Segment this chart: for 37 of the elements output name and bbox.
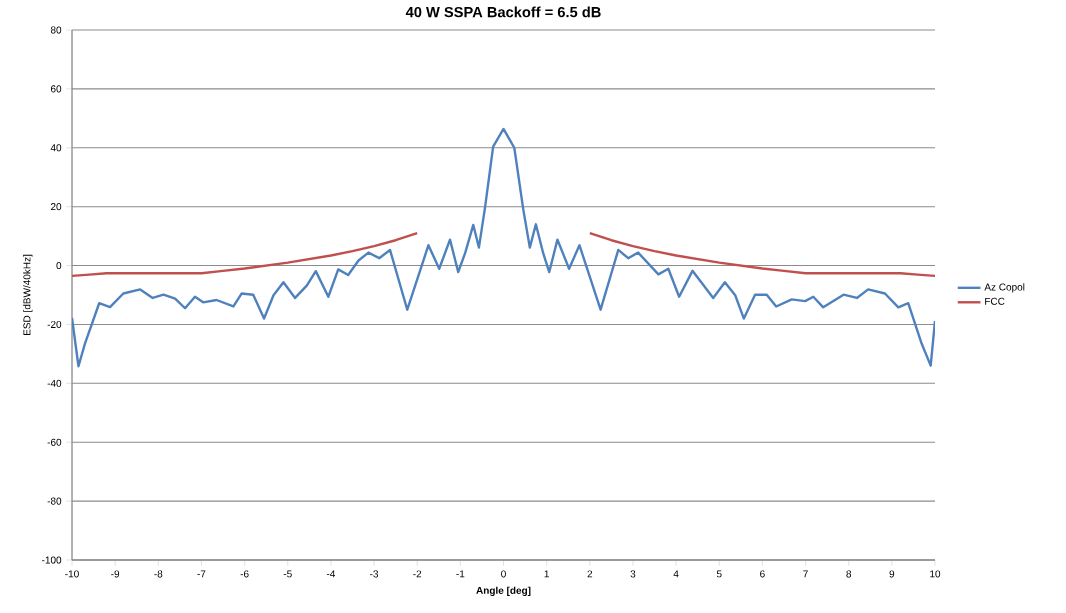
- legend-label: FCC: [985, 297, 1005, 305]
- x-tick-label: 1: [544, 570, 549, 578]
- x-tick-label: 8: [846, 570, 852, 578]
- y-axis-title: ESD [dBW/40kHz]: [23, 254, 33, 336]
- y-tick-label: -60: [47, 438, 62, 446]
- y-tick-label: 20: [50, 203, 62, 211]
- y-tick-label: -100: [42, 556, 62, 564]
- x-tick-label: 3: [630, 570, 636, 578]
- x-axis-title: Angle [deg]: [476, 586, 531, 596]
- chart-title: 40 W SSPA Backoff = 6.5 dB: [405, 6, 601, 18]
- y-tick-label: 80: [50, 26, 62, 34]
- x-tick-label: -4: [326, 570, 336, 578]
- x-tick-label: -6: [240, 570, 249, 578]
- x-tick-label: 4: [673, 570, 679, 578]
- x-tick-label: -1: [456, 570, 465, 578]
- legend-label: Az Copol: [984, 283, 1025, 293]
- x-tick-label: -8: [154, 570, 163, 578]
- y-tick-label: 60: [50, 85, 62, 93]
- x-tick-label: 7: [803, 570, 808, 578]
- x-tick-label: 9: [889, 570, 895, 578]
- y-tick-label: 40: [50, 144, 62, 152]
- x-tick-label: -10: [65, 570, 79, 578]
- y-tick-label: -20: [47, 320, 62, 328]
- y-tick-label: 0: [56, 262, 62, 270]
- x-tick-label: 0: [501, 570, 506, 578]
- y-tick-label: -80: [47, 497, 62, 505]
- y-tick-label: -40: [47, 379, 62, 387]
- x-tick-label: -3: [370, 570, 379, 578]
- x-tick-label: -9: [111, 570, 120, 578]
- x-tick-label: 6: [760, 570, 765, 578]
- line-series: [72, 127, 935, 368]
- x-tick-label: -2: [413, 570, 422, 578]
- x-tick-label: 5: [716, 570, 722, 578]
- x-tick-label: -7: [197, 570, 206, 578]
- x-tick-label: 10: [930, 570, 941, 578]
- x-tick-label: -5: [283, 570, 292, 578]
- x-tick-label: 2: [587, 570, 593, 578]
